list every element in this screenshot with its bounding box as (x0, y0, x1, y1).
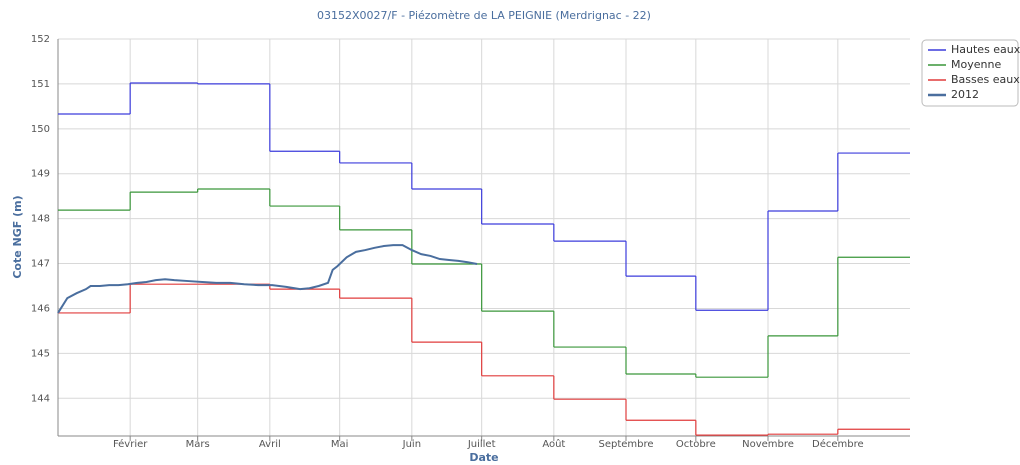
legend-label: 2012 (951, 88, 979, 101)
y-axis-label: Cote NGF (m) (11, 195, 24, 278)
x-tick-label: Août (542, 438, 565, 450)
y-tick-label: 148 (31, 214, 50, 225)
x-tick-label: Avril (259, 439, 281, 450)
x-tick-label: Décembre (812, 438, 864, 450)
y-tick-label: 149 (31, 169, 50, 180)
y-tick-label: 152 (31, 34, 50, 45)
legend-label: Hautes eaux (951, 43, 1020, 56)
legend-label: Basses eaux (951, 73, 1020, 86)
x-tick-label: Novembre (742, 439, 794, 450)
y-tick-label: 144 (31, 393, 50, 404)
x-tick-label: Février (113, 438, 148, 450)
x-axis-label: Date (469, 451, 498, 464)
x-tick-label: Mars (186, 439, 210, 450)
y-tick-label: 150 (31, 124, 50, 135)
legend-box (921, 39, 1019, 107)
y-tick-label: 146 (31, 303, 50, 314)
y-tick-label: 147 (31, 259, 50, 270)
x-tick-label: Mai (331, 439, 349, 450)
chart-title: 03152X0027/F - Piézomètre de LA PEIGNIE … (317, 9, 651, 22)
y-tick-label: 145 (31, 348, 50, 359)
legend-label: Moyenne (951, 58, 1001, 71)
series-line (57, 244, 478, 314)
x-tick-label: Septembre (598, 439, 653, 450)
x-tick-label: Juillet (467, 439, 496, 450)
y-tick-label: 151 (31, 79, 50, 90)
x-tick-label: Octobre (676, 439, 716, 450)
x-tick-label: Juin (402, 439, 421, 450)
